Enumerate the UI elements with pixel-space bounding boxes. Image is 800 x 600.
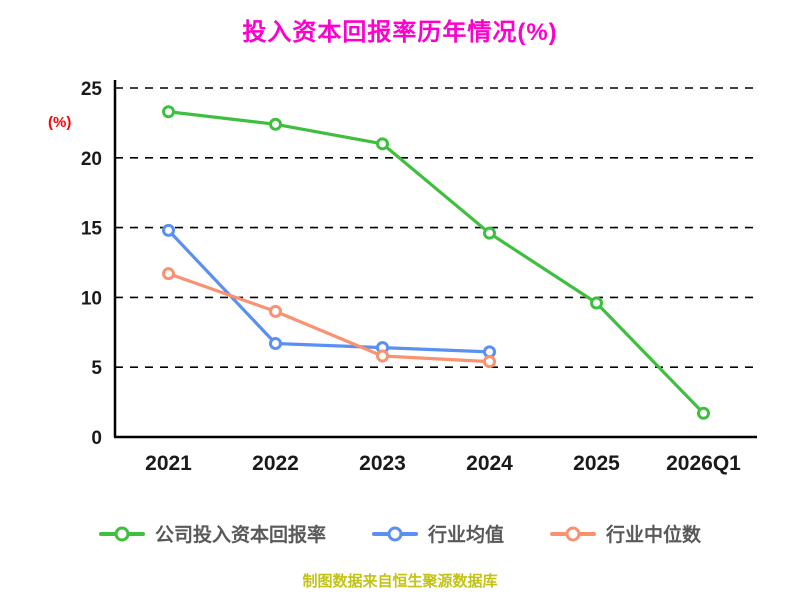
- svg-text:2023: 2023: [359, 452, 406, 475]
- data-source-note: 制图数据来自恒生聚源数据库: [302, 573, 498, 590]
- svg-text:2022: 2022: [252, 452, 299, 475]
- y-axis-label: (%): [48, 114, 72, 131]
- svg-text:2026Q1: 2026Q1: [666, 452, 741, 475]
- legend: 公司投入资本回报率 行业均值 行业中位数: [0, 520, 800, 547]
- legend-item-industry-mean[interactable]: 行业均值: [371, 520, 504, 547]
- legend-label-industry-mean: 行业均值: [427, 525, 504, 546]
- svg-text:15: 15: [81, 219, 103, 240]
- legend-item-company-roic[interactable]: 公司投入资本回报率: [98, 520, 326, 547]
- chart-title: 投入资本回报率历年情况(%): [242, 19, 558, 46]
- legend-marker-industry-mean-icon: [371, 526, 418, 542]
- svg-text:0: 0: [91, 428, 102, 449]
- legend-marker-company-roic-icon: [98, 526, 145, 542]
- svg-text:20: 20: [81, 149, 102, 170]
- svg-text:2025: 2025: [573, 452, 620, 475]
- legend-label-company-roic: 公司投入资本回报率: [154, 525, 326, 546]
- legend-item-industry-median[interactable]: 行业中位数: [550, 520, 701, 547]
- legend-marker-industry-median-icon: [550, 526, 596, 542]
- svg-text:2024: 2024: [466, 452, 513, 475]
- svg-text:2021: 2021: [145, 452, 192, 475]
- legend-label-industry-median: 行业中位数: [606, 525, 702, 546]
- svg-text:5: 5: [91, 358, 102, 379]
- svg-text:10: 10: [81, 288, 102, 309]
- svg-text:25: 25: [81, 79, 103, 100]
